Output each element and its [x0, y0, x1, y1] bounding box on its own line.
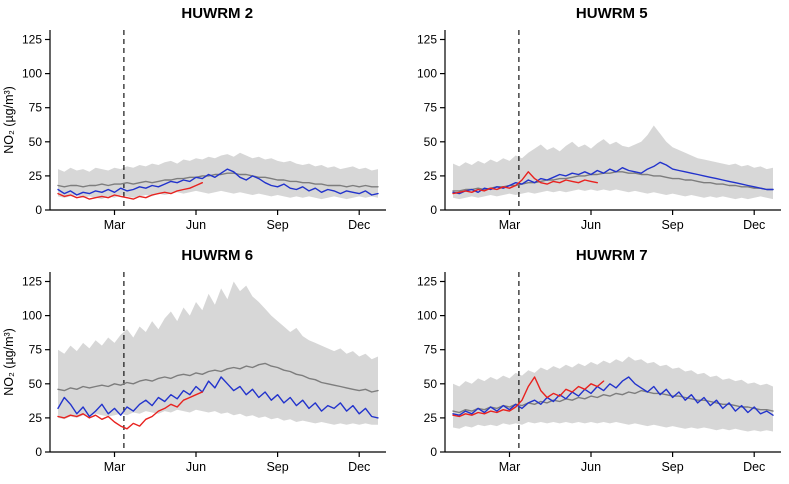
y-tick-label: 0 — [35, 203, 42, 217]
chart-plot: 0 25 50 75 100 125 Mar Jun Sep Dec NO₂ (µg/m³) — [2, 272, 386, 474]
chart-title: HUWRM 6 — [181, 247, 254, 264]
red-line — [57, 181, 204, 200]
chart-panel-huwrm2: HUWRM 2 0 25 50 75 100 125 Mar Jun Sep Dec NO₂ (µg… — [0, 0, 395, 242]
y-tick-label: 125 — [416, 33, 436, 47]
y-tick-label: 100 — [416, 67, 436, 81]
y-tick-label: 125 — [416, 275, 436, 289]
y-tick-label: 50 — [423, 135, 437, 149]
chart-title: HUWRM 5 — [575, 5, 648, 22]
x-tick-label: Jun — [186, 460, 206, 474]
y-tick-label: 75 — [29, 101, 43, 115]
y-tick-label: 125 — [22, 275, 42, 289]
x-tick-label: Sep — [266, 218, 288, 232]
chart-title: HUWRM 2 — [181, 5, 254, 22]
y-tick-label: 75 — [423, 101, 437, 115]
red-line — [57, 391, 204, 430]
blue-line — [451, 376, 774, 416]
x-tick-label: Dec — [743, 218, 765, 232]
gray-mean-line — [57, 362, 379, 393]
x-tick-label: Mar — [498, 460, 520, 474]
y-tick-label: 0 — [430, 445, 437, 459]
chart-plot: 0 25 50 75 100 125 Mar Jun Sep Dec — [416, 30, 781, 232]
y-axis-label: NO₂ (µg/m³) — [2, 328, 16, 396]
chart-plot: 0 25 50 75 100 125 Mar Jun Sep Dec NO₂ (µg/m³) — [2, 30, 386, 232]
y-tick-label: 0 — [430, 203, 437, 217]
y-tick-label: 0 — [35, 445, 42, 459]
blue-line — [57, 376, 379, 419]
x-tick-label: Mar — [498, 218, 520, 232]
x-tick-label: Jun — [580, 218, 600, 232]
y-tick-label: 75 — [423, 343, 437, 357]
x-tick-label: Sep — [661, 460, 683, 474]
y-tick-label: 25 — [29, 169, 43, 183]
y-tick-label: 25 — [423, 411, 437, 425]
x-tick-label: Dec — [743, 460, 765, 474]
y-tick-label: 50 — [29, 377, 43, 391]
y-tick-label: 25 — [29, 411, 43, 425]
band-area — [58, 281, 378, 425]
y-tick-label: 50 — [29, 135, 43, 149]
x-tick-label: Jun — [186, 218, 206, 232]
x-tick-label: Sep — [266, 460, 288, 474]
chart-panel-huwrm6: HUWRM 6 0 25 50 75 100 125 Mar Jun Sep Dec NO₂ (µg… — [0, 242, 395, 484]
chart-panel-huwrm7: HUWRM 7 0 25 50 75 100 125 Mar Jun Sep Dec — [395, 242, 789, 484]
chart-plot: 0 25 50 75 100 125 Mar Jun Sep Dec — [416, 272, 781, 474]
x-tick-label: Mar — [104, 218, 126, 232]
chart-panel-huwrm5: HUWRM 5 0 25 50 75 100 125 Mar Jun Sep Dec — [395, 0, 789, 242]
y-tick-label: 100 — [22, 309, 42, 323]
y-tick-label: 100 — [416, 309, 436, 323]
x-tick-label: Jun — [580, 460, 600, 474]
y-tick-label: 75 — [29, 343, 43, 357]
x-tick-label: Dec — [348, 460, 370, 474]
blue-line — [57, 168, 379, 196]
red-line — [451, 171, 598, 195]
y-tick-label: 50 — [423, 377, 437, 391]
x-tick-label: Sep — [661, 218, 683, 232]
y-tick-label: 100 — [22, 67, 42, 81]
y-tick-label: 25 — [423, 169, 437, 183]
y-tick-label: 125 — [22, 33, 42, 47]
x-tick-label: Dec — [348, 218, 370, 232]
red-line — [451, 376, 604, 418]
y-axis-label: NO₂ (µg/m³) — [2, 86, 16, 154]
chart-title: HUWRM 7 — [575, 247, 648, 264]
x-tick-label: Mar — [104, 460, 126, 474]
